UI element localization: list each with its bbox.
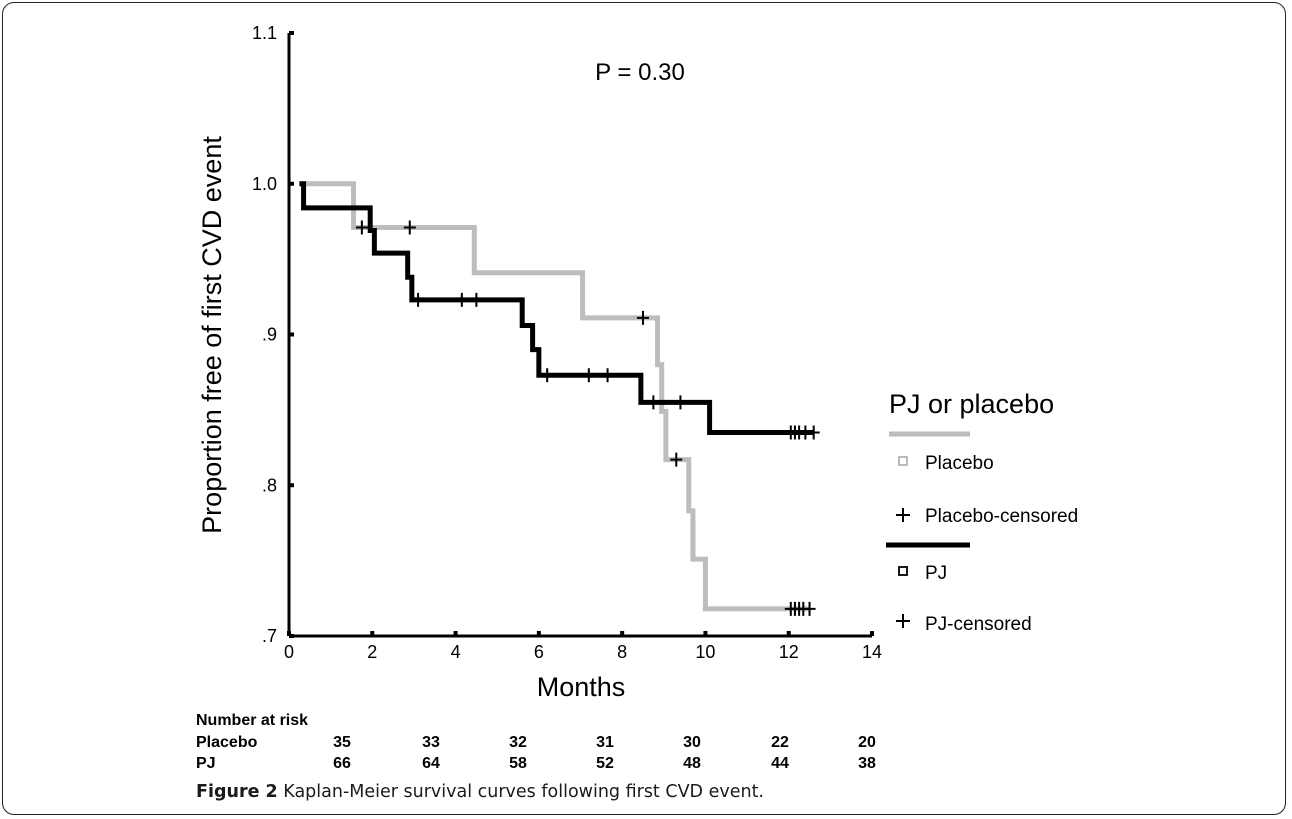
risk-cell: 33 (422, 734, 440, 751)
y-tick-mark (289, 634, 294, 638)
x-tick-mark (453, 631, 458, 636)
censor-mark-pj (674, 395, 687, 410)
censor-mark-pj (412, 292, 425, 307)
risk-cell: 31 (596, 734, 614, 751)
censor-mark-placebo (636, 310, 649, 325)
legend: PJ or placebo Placebo Placebo-censored P… (886, 389, 1078, 635)
risk-cell: 48 (683, 755, 701, 772)
x-tick-label: 6 (534, 642, 544, 662)
km-curve-placebo (299, 181, 810, 612)
x-tick-label: 0 (284, 642, 294, 662)
risk-cell: 35 (333, 734, 351, 751)
y-tick-mark (289, 31, 294, 35)
series-pj (299, 181, 820, 440)
risk-row-label: Placebo (196, 734, 258, 751)
y-axis-label: Proportion free of first CVD event (197, 136, 227, 534)
x-tick-mark (620, 631, 625, 636)
caption-text: Kaplan-Meier survival curves following f… (277, 782, 764, 802)
axes: 0 2 4 6 8 10 12 14 .7 .8 .9 1.0 1.1 (252, 23, 882, 662)
censor-mark-pj (470, 292, 483, 307)
risk-cell: 38 (858, 755, 876, 772)
x-tick-mark (370, 631, 375, 636)
risk-cell: 32 (509, 734, 527, 751)
legend-title: PJ or placebo (889, 389, 1054, 419)
series-placebo (299, 181, 816, 616)
censor-mark-placebo (803, 601, 816, 616)
censor-mark-pj (541, 368, 554, 383)
x-tick-label: 8 (617, 642, 627, 662)
censor-mark-pj (582, 368, 595, 383)
y-tick-mark (289, 332, 294, 337)
x-tick-label: 4 (451, 642, 461, 662)
y-tick-label: .9 (262, 325, 277, 345)
x-tick-label: 2 (367, 642, 377, 662)
legend-pj-marker (898, 566, 908, 576)
censor-mark-placebo (670, 452, 683, 467)
x-tick-mark (870, 631, 874, 636)
risk-cell: 52 (596, 755, 614, 772)
legend-placebo-censor-marker (896, 508, 910, 522)
y-tick-mark (289, 483, 294, 488)
risk-cell: 22 (771, 734, 789, 751)
risk-cell: 44 (771, 755, 789, 772)
x-tick-mark (786, 631, 791, 636)
x-tick-mark (287, 631, 291, 636)
risk-row-label: PJ (196, 755, 216, 772)
x-tick-label: 10 (695, 642, 715, 662)
x-tick-mark (703, 631, 708, 636)
risk-cell: 66 (333, 755, 351, 772)
censor-mark-pj (455, 292, 468, 307)
figure-caption: Figure 2 Kaplan-Meier survival curves fo… (196, 782, 764, 802)
censor-mark-placebo (403, 220, 416, 235)
legend-entry-pj-censored: PJ-censored (925, 614, 1032, 635)
legend-entry-pj: PJ (925, 563, 947, 584)
legend-entry-placebo-censored: Placebo-censored (925, 506, 1078, 527)
legend-placebo-marker (898, 456, 908, 466)
risk-cell: 58 (509, 755, 527, 772)
x-tick-label: 14 (862, 642, 882, 662)
risk-table-title: Number at risk (196, 712, 309, 729)
x-axis-label: Months (537, 672, 626, 702)
legend-pj-censor-marker (896, 614, 910, 628)
y-tick-label: 1.1 (252, 23, 277, 43)
risk-cell: 64 (422, 755, 440, 772)
y-tick-label: .8 (262, 475, 277, 495)
risk-cell: 20 (858, 734, 876, 751)
y-tick-mark (289, 181, 294, 186)
series-layer (299, 181, 820, 616)
censor-mark-placebo (355, 220, 368, 235)
p-value-annotation: P = 0.30 (595, 59, 685, 86)
y-tick-label: 1.0 (252, 174, 277, 194)
caption-label: Figure 2 (196, 782, 278, 802)
censor-mark-pj (807, 425, 820, 440)
km-curve-pj (299, 181, 814, 435)
x-tick-mark (536, 631, 541, 636)
censor-mark-pj (601, 368, 614, 383)
y-tick-label: .7 (262, 626, 277, 646)
x-tick-label: 12 (779, 642, 799, 662)
legend-entry-placebo: Placebo (925, 453, 994, 474)
censor-mark-pj (647, 395, 660, 410)
risk-cell: 30 (683, 734, 701, 751)
